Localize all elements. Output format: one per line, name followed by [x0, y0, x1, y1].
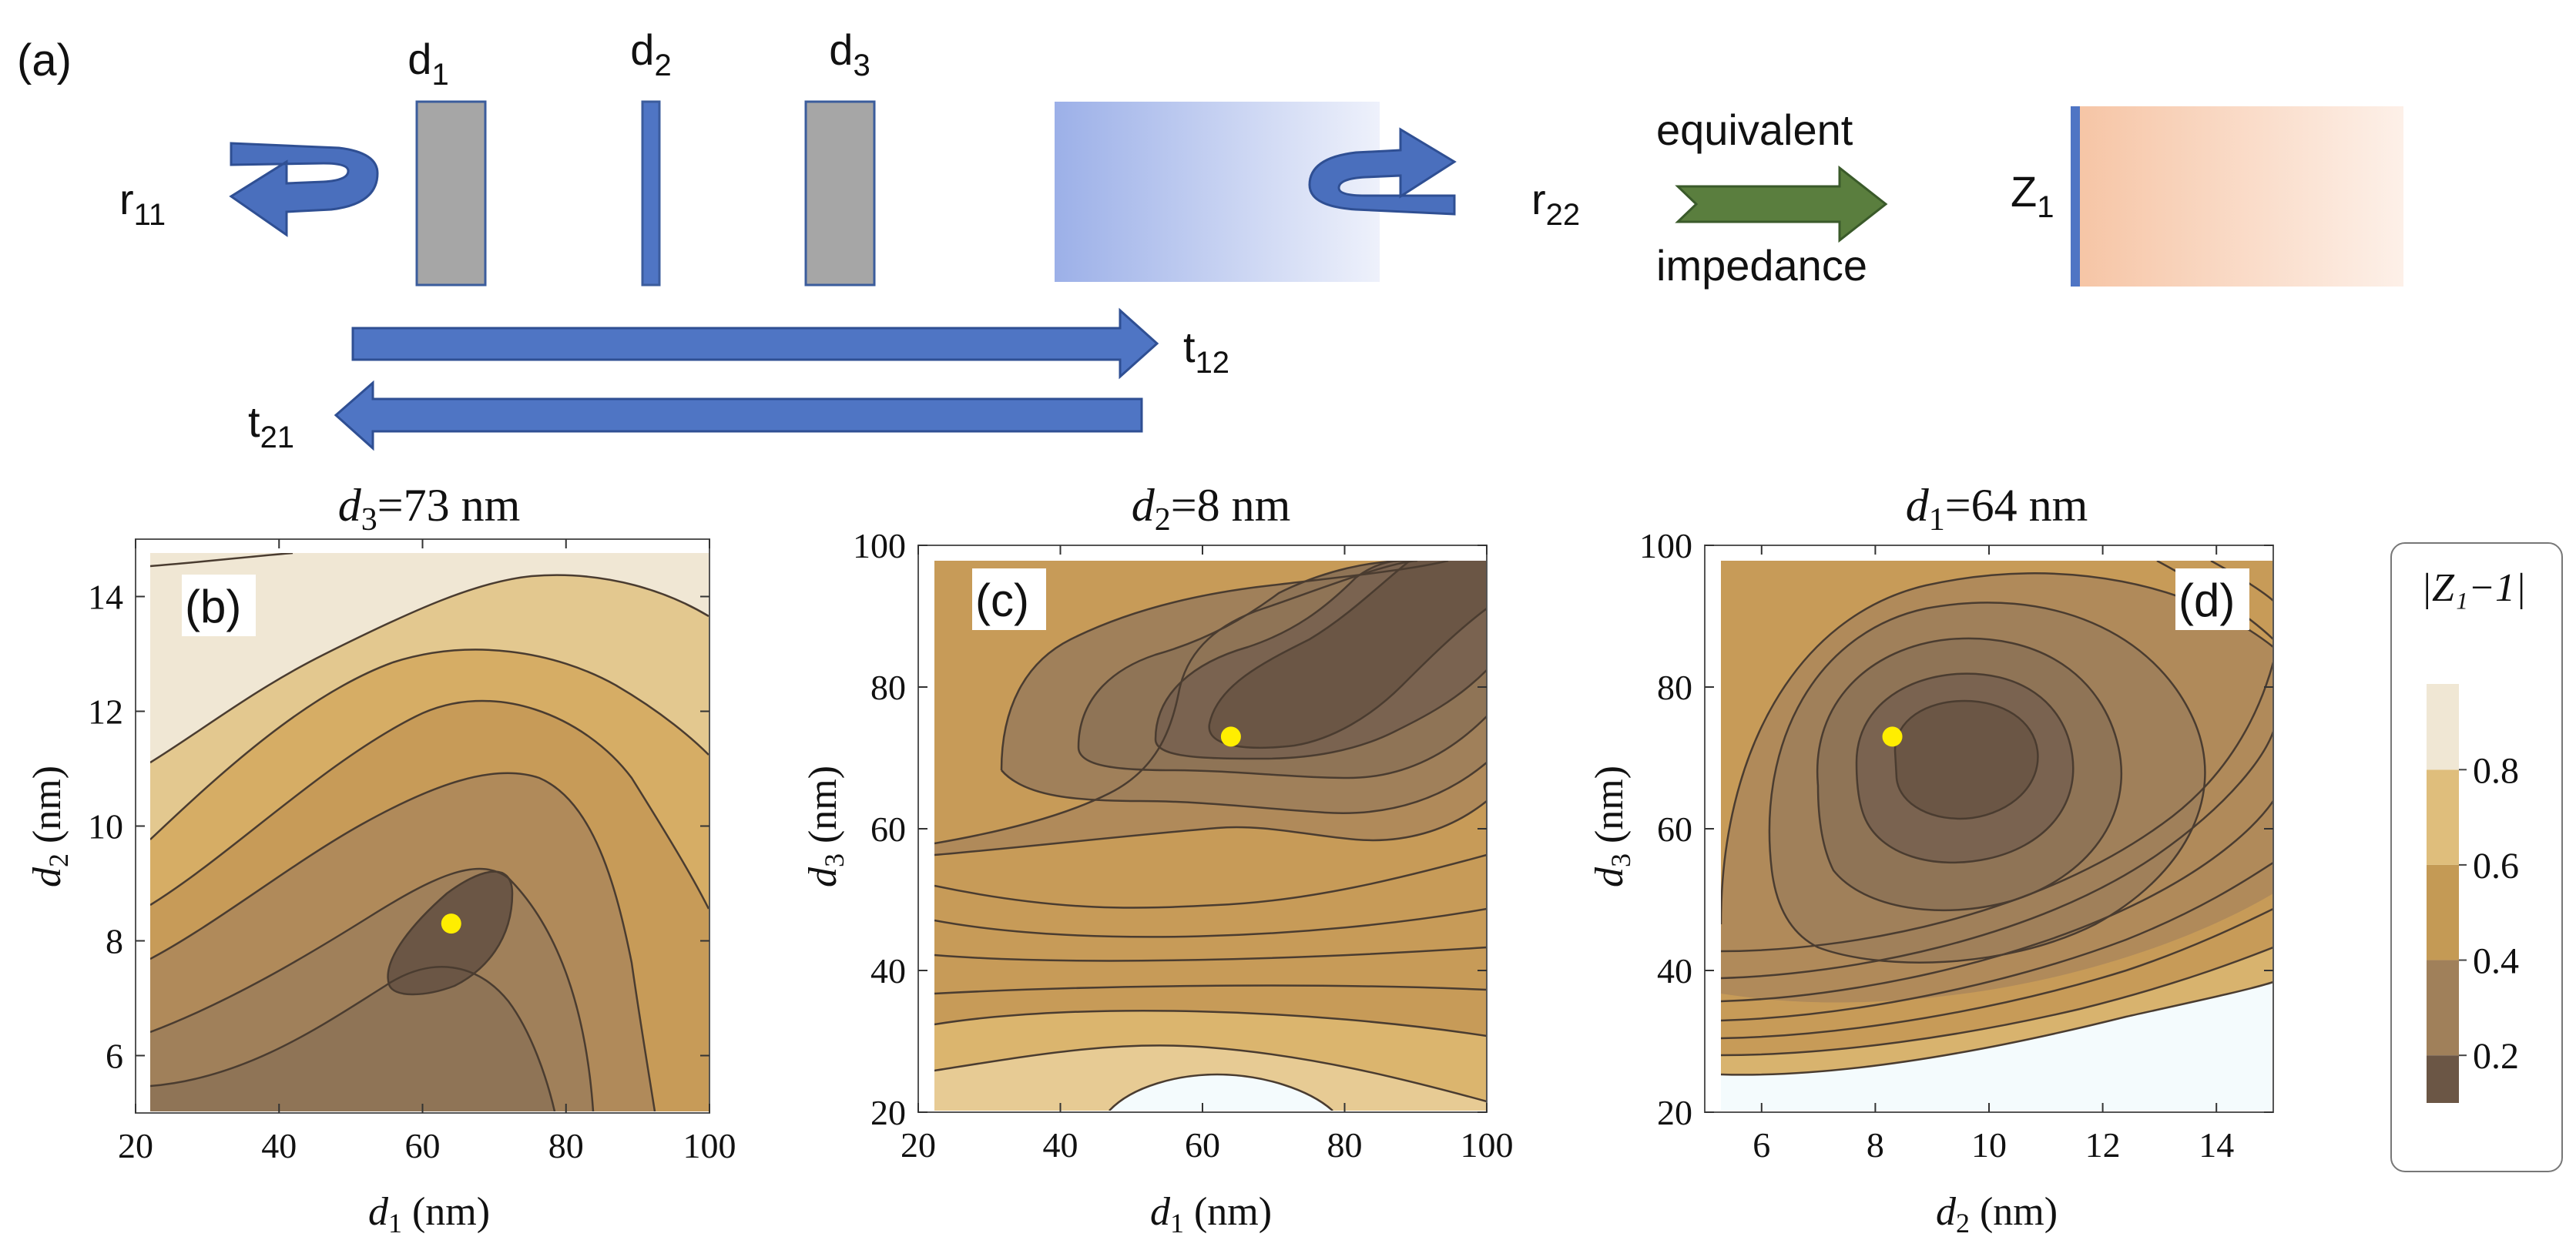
label-z1: Z1: [2011, 167, 2054, 224]
reflection-arrow-r11: [229, 142, 379, 237]
panel-b: d3=73 nm (b) 20 40 60 80 100: [25, 480, 736, 1239]
layer-label-d1: d1: [408, 35, 448, 92]
colorbar-swatch: [2427, 960, 2459, 1056]
x-tick-label: 20: [901, 1125, 936, 1165]
y-tick-label: 12: [88, 692, 123, 732]
panel-b-label-bg: [182, 575, 256, 636]
y-tick-label: 20: [1657, 1093, 1692, 1132]
panel-b-label: (b): [185, 581, 241, 632]
x-tick-label: 8: [1867, 1125, 1884, 1165]
panel-b-xlabel: d1 (nm): [368, 1190, 490, 1239]
y-tick-label: 8: [106, 922, 123, 961]
equivalent-label: equivalent: [1656, 106, 1853, 154]
y-tick-label: 80: [870, 668, 906, 707]
panel-d-optimum-point: [1882, 726, 1903, 747]
panel-c-label: (c): [975, 575, 1029, 626]
panel-d-label-bg: [2175, 568, 2249, 630]
y-tick-label: 40: [870, 951, 906, 991]
y-tick-label: 14: [88, 578, 123, 617]
y-tick-label: 6: [106, 1037, 123, 1076]
colorbar-swatch: [2427, 769, 2459, 865]
y-tick-label: 100: [1639, 526, 1692, 565]
colorbar: |Z₁−1| 0.2 0.4 0.6 0.8: [2390, 542, 2563, 1172]
colorbar-tick-label: 0.2: [2473, 1036, 2519, 1077]
panel-c-label-bg: [972, 568, 1046, 630]
reflection-arrow-r22: [1308, 127, 1457, 216]
x-tick-label: 100: [683, 1126, 736, 1165]
colorbar-title: |Z₁−1|: [2421, 566, 2527, 610]
y-tick-label: 60: [1657, 810, 1692, 849]
label-t12: t12: [1183, 323, 1229, 380]
x-tick-label: 40: [261, 1126, 297, 1165]
y-tick-label: 40: [1657, 951, 1692, 991]
x-tick-label: 10: [1971, 1125, 2007, 1165]
panel-b-ylabel: d2 (nm): [25, 766, 74, 887]
layer-d3: [804, 100, 876, 287]
x-tick-label: 20: [118, 1126, 153, 1165]
label-r11: r11: [119, 175, 166, 232]
colorbar-tick-label: 0.8: [2473, 750, 2519, 791]
x-tick-label: 80: [548, 1126, 584, 1165]
panel-b-title: d3=73 nm: [338, 480, 521, 538]
layer-label-d2: d2: [630, 25, 671, 82]
y-tick-label: 100: [853, 526, 906, 565]
panel-d-title: d1=64 nm: [1906, 480, 2088, 538]
x-tick-label: 60: [1185, 1125, 1220, 1165]
colorbar-swatch: [2427, 864, 2459, 960]
y-tick-label: 10: [88, 807, 123, 846]
transmission-arrow-t12: [351, 307, 1159, 380]
panel-b-optimum-point: [441, 913, 461, 934]
colorbar-tick-label: 0.4: [2473, 941, 2519, 982]
equivalent-substrate: [2071, 106, 2403, 287]
panel-c-ylabel: d3 (nm): [801, 766, 850, 887]
label-t21: t21: [248, 397, 294, 454]
colorbar-swatches: [2427, 684, 2459, 1103]
equivalent-arrow: [1675, 165, 1888, 243]
panel-d-label: (d): [2179, 575, 2235, 626]
panel-b-contours: [150, 553, 709, 1111]
panel-c-optimum-point: [1220, 726, 1241, 747]
colorbar-swatch: [2427, 1055, 2459, 1103]
panel-c-title: d2=8 nm: [1132, 480, 1291, 538]
label-r22: r22: [1531, 175, 1580, 232]
colorbar-ticks: 0.2 0.4 0.6 0.8: [2459, 750, 2519, 1077]
panel-c-contours: [934, 561, 1487, 1111]
colorbar-swatch: [2427, 684, 2459, 770]
transmission-arrow-t21: [334, 380, 1143, 451]
x-tick-label: 6: [1753, 1125, 1770, 1165]
y-tick-label: 80: [1657, 668, 1692, 707]
impedance-label: impedance: [1656, 241, 1867, 290]
impedance-sheet: [2071, 106, 2080, 287]
panel-c-xlabel: d1 (nm): [1150, 1190, 1272, 1239]
colorbar-tick-label: 0.6: [2473, 846, 2519, 887]
layer-label-d3: d3: [829, 25, 870, 82]
panel-d-contours: [1721, 561, 2273, 1111]
x-tick-label: 60: [405, 1126, 441, 1165]
x-tick-label: 40: [1043, 1125, 1078, 1165]
figure-label: (a): [17, 35, 72, 85]
panel-d: d1=64 nm: [1588, 480, 2274, 1239]
y-tick-label: 20: [870, 1093, 906, 1132]
layer-d1: [415, 100, 487, 287]
y-tick-label: 60: [870, 810, 906, 849]
panel-c: d2=8 nm: [801, 480, 1514, 1239]
x-tick-label: 14: [2199, 1125, 2234, 1165]
x-tick-label: 12: [2085, 1125, 2121, 1165]
layer-d2: [641, 100, 661, 287]
panel-d-ylabel: d3 (nm): [1588, 766, 1636, 887]
x-tick-label: 100: [1461, 1125, 1514, 1165]
panel-d-xlabel: d2 (nm): [1936, 1190, 2058, 1239]
x-tick-label: 80: [1327, 1125, 1363, 1165]
